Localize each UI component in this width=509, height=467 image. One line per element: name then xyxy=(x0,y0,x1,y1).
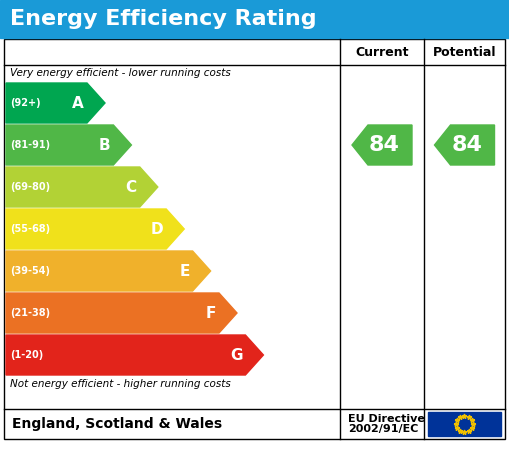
Text: England, Scotland & Wales: England, Scotland & Wales xyxy=(12,417,222,431)
Bar xyxy=(0,0,509,38)
Text: (81-91): (81-91) xyxy=(10,140,50,150)
Text: Current: Current xyxy=(355,45,409,58)
Polygon shape xyxy=(6,167,158,207)
Polygon shape xyxy=(6,83,105,123)
Text: D: D xyxy=(151,221,163,236)
Polygon shape xyxy=(6,251,211,291)
Text: A: A xyxy=(72,95,84,111)
Bar xyxy=(428,412,501,436)
Text: Very energy efficient - lower running costs: Very energy efficient - lower running co… xyxy=(10,68,231,78)
Text: C: C xyxy=(126,179,137,194)
Polygon shape xyxy=(6,125,131,165)
Text: Energy Efficiency Rating: Energy Efficiency Rating xyxy=(10,9,317,29)
Text: (55-68): (55-68) xyxy=(10,224,50,234)
Text: 2002/91/EC: 2002/91/EC xyxy=(348,424,418,434)
Text: (39-54): (39-54) xyxy=(10,266,50,276)
Text: (92+): (92+) xyxy=(10,98,41,108)
Text: F: F xyxy=(206,305,216,320)
Text: Potential: Potential xyxy=(433,45,496,58)
Polygon shape xyxy=(6,209,184,249)
Polygon shape xyxy=(6,293,237,333)
Text: Not energy efficient - higher running costs: Not energy efficient - higher running co… xyxy=(10,379,231,389)
Text: E: E xyxy=(179,263,189,278)
Polygon shape xyxy=(435,125,495,165)
Text: B: B xyxy=(99,137,110,153)
Text: (1-20): (1-20) xyxy=(10,350,43,360)
Polygon shape xyxy=(352,125,412,165)
Text: (21-38): (21-38) xyxy=(10,308,50,318)
Text: EU Directive: EU Directive xyxy=(348,414,425,424)
Text: (69-80): (69-80) xyxy=(10,182,50,192)
Text: 84: 84 xyxy=(369,135,400,155)
Polygon shape xyxy=(6,335,263,375)
Text: G: G xyxy=(230,347,242,362)
Text: 84: 84 xyxy=(451,135,483,155)
Bar xyxy=(4,39,505,439)
